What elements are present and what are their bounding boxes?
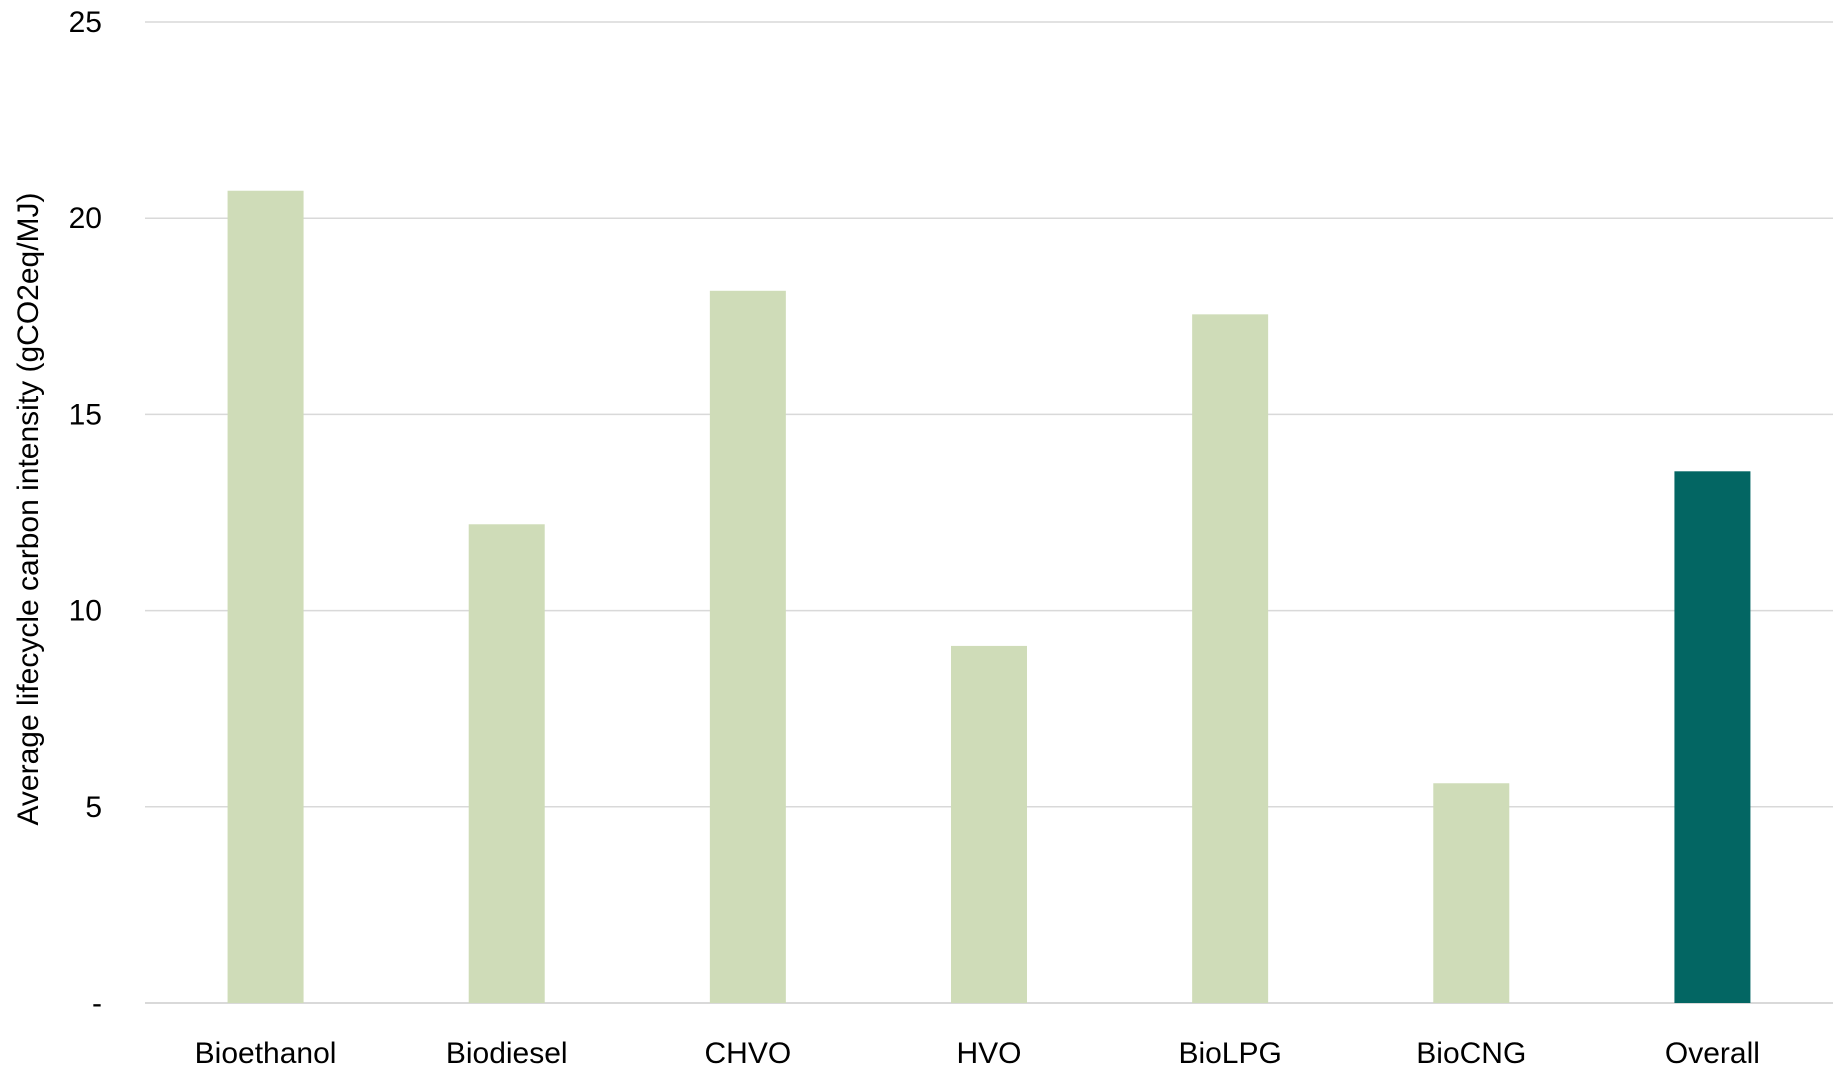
- bars: [227, 190, 1751, 1004]
- y-axis-tick-labels: - 5 10 15 20 25: [69, 6, 102, 1020]
- y-axis-title: Average lifecycle carbon intensity (gCO2…: [12, 192, 45, 825]
- y-tick-label: 15: [69, 398, 102, 431]
- y-tick-label: 10: [69, 595, 102, 628]
- gridlines: [145, 21, 1833, 1004]
- x-tick-label: Overall: [1665, 1037, 1760, 1070]
- x-tick-label: Bioethanol: [195, 1037, 337, 1070]
- x-tick-label: CHVO: [705, 1037, 792, 1070]
- bar-bioethanol: [227, 190, 304, 1003]
- bar-hvo: [951, 645, 1027, 1003]
- bar-biocng: [1433, 783, 1510, 1003]
- bar-overall: [1674, 471, 1751, 1004]
- y-tick-label: -: [92, 987, 102, 1020]
- bar-biolpg: [1192, 314, 1269, 1003]
- bar-chvo: [709, 290, 786, 1003]
- x-tick-label: BioCNG: [1416, 1037, 1526, 1070]
- x-tick-label: BioLPG: [1178, 1037, 1281, 1070]
- x-axis-tick-labels: Bioethanol Biodiesel CHVO HVO BioLPG BioCNG Ov…: [195, 1037, 1760, 1070]
- y-tick-label: 25: [69, 6, 102, 39]
- y-tick-label: 5: [85, 791, 102, 824]
- x-tick-label: HVO: [956, 1037, 1021, 1070]
- bar-biodiesel: [468, 524, 545, 1003]
- y-tick-label: 20: [69, 202, 102, 235]
- x-tick-label: Biodiesel: [446, 1037, 568, 1070]
